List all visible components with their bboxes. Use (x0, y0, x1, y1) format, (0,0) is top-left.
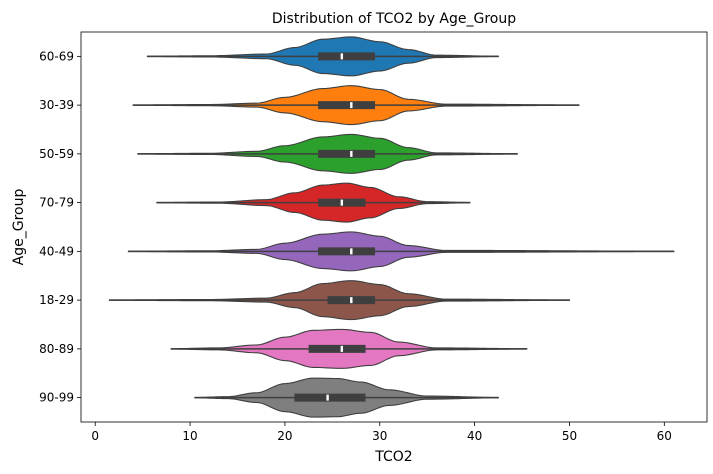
median-40-49 (350, 248, 353, 255)
median-30-39 (350, 102, 353, 109)
x-tick-label: 60 (657, 429, 672, 443)
x-axis-label: TCO2 (374, 449, 412, 465)
y-axis: 60-69 30-39 50-59 70-79 40-49 18-29 80-89 90-99 (39, 49, 81, 405)
x-tick-label: 10 (182, 429, 197, 443)
median-60-69 (340, 53, 344, 60)
y-tick-label: 90-99 (39, 391, 74, 405)
y-tick-label: 80-89 (39, 342, 74, 356)
x-tick-label: 0 (91, 429, 99, 443)
violins-layer (108, 36, 675, 418)
y-tick-label: 70-79 (39, 196, 74, 210)
y-axis-label: Age_Group (11, 189, 27, 266)
plot-frame (80, 31, 708, 423)
chart-title: Distribution of TCO2 by Age_Group (272, 11, 516, 27)
median-70-79 (340, 199, 344, 206)
x-tick-label: 30 (372, 429, 387, 443)
y-tick-label: 30-39 (39, 98, 74, 112)
box-overlays-layer (109, 52, 674, 402)
iqr-box-60-69 (318, 52, 376, 61)
iqr-box-30-39 (318, 101, 376, 110)
x-tick-label: 40 (467, 429, 482, 443)
x-tick-label: 50 (562, 429, 577, 443)
iqr-box-90-99 (294, 393, 366, 402)
iqr-box-80-89 (308, 344, 366, 353)
iqr-box-50-59 (318, 149, 376, 158)
y-tick-label: 60-69 (39, 49, 74, 63)
iqr-box-40-49 (318, 247, 376, 256)
x-tick-label: 20 (277, 429, 292, 443)
median-90-99 (326, 394, 329, 401)
x-axis: 0 10 20 30 40 50 60 (91, 422, 672, 443)
y-tick-label: 18-29 (39, 293, 74, 307)
median-80-89 (340, 345, 344, 352)
median-50-59 (350, 150, 353, 157)
median-18-29 (350, 297, 353, 304)
y-tick-label: 40-49 (39, 244, 74, 258)
y-tick-label: 50-59 (39, 147, 74, 161)
